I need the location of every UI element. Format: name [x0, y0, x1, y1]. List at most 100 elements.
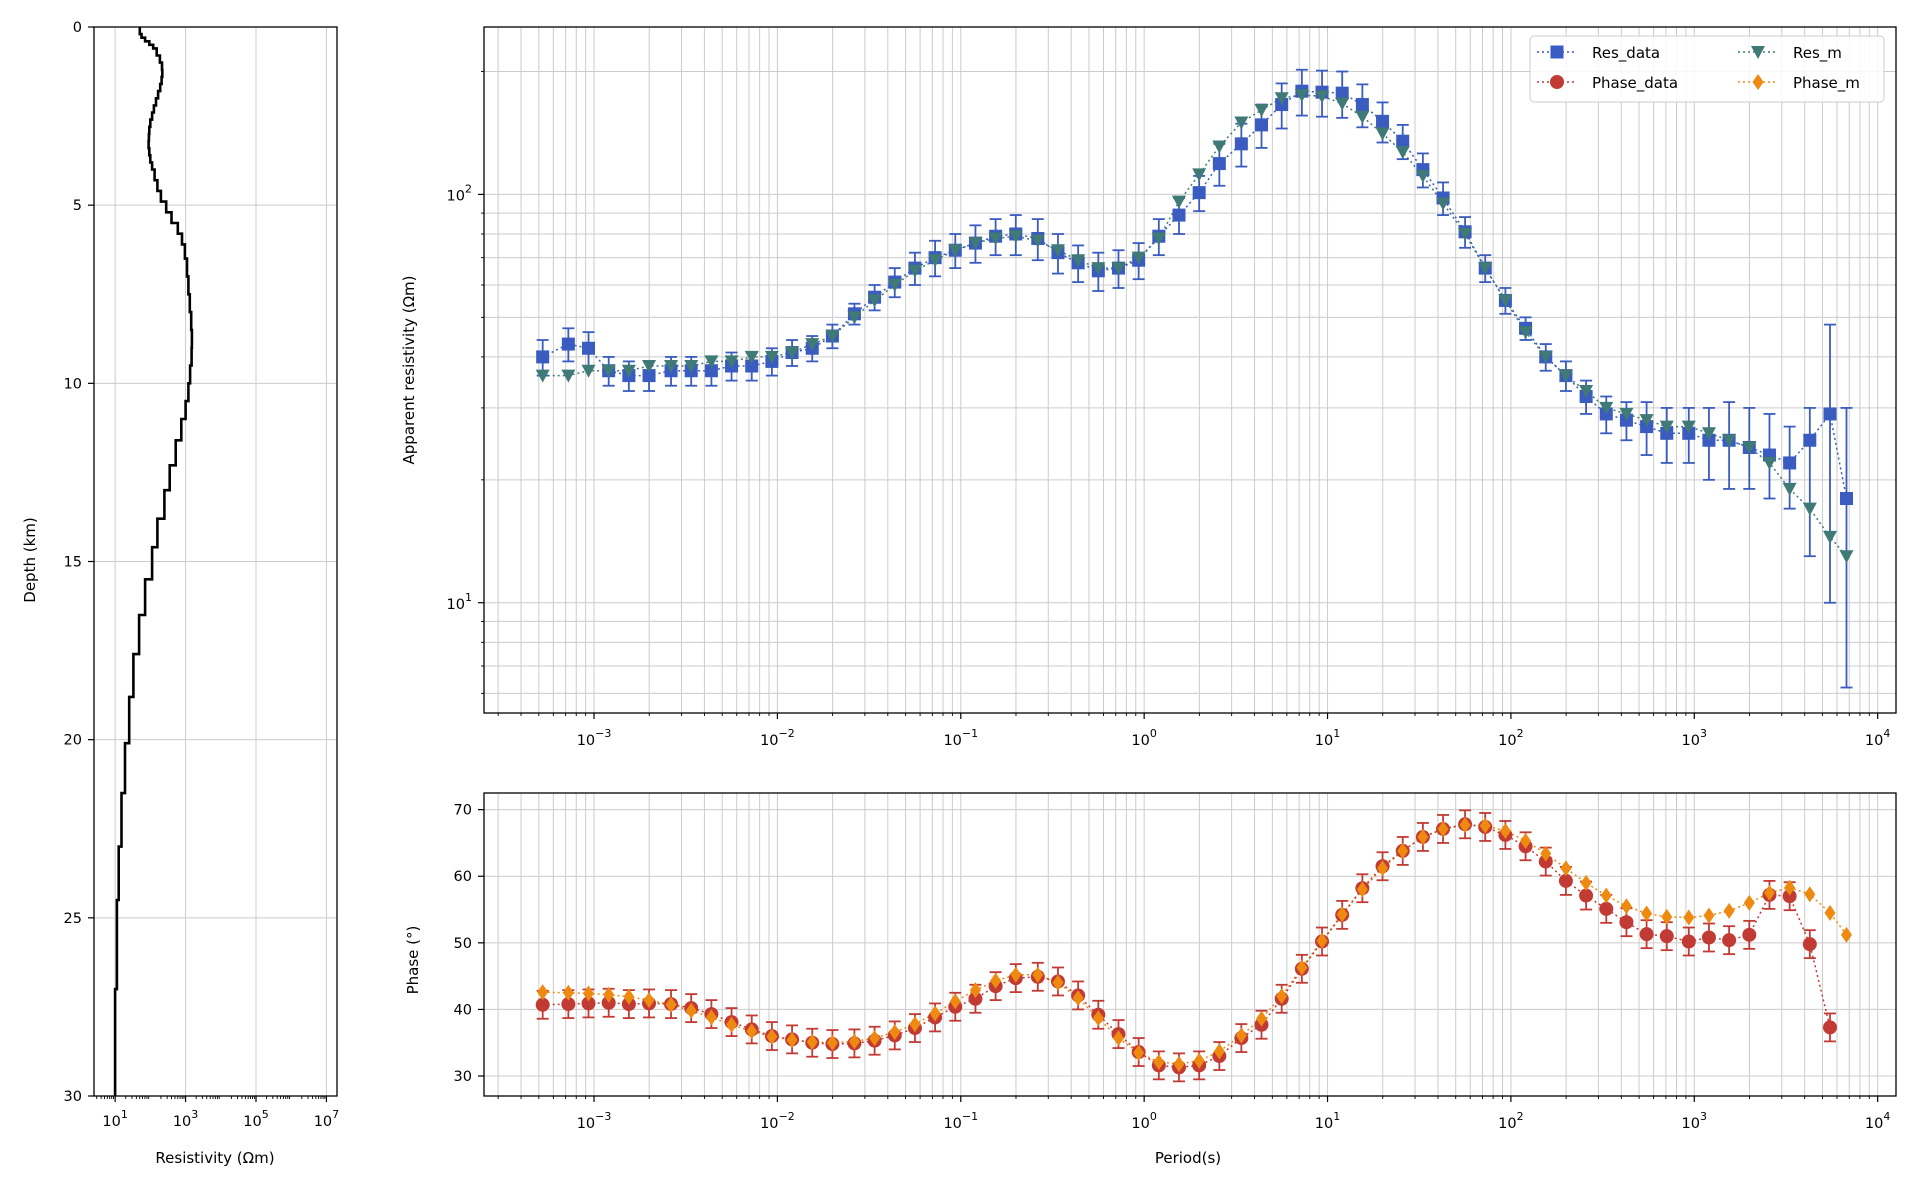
res-m-point: [1091, 262, 1106, 276]
phase-xtick-label: 103: [1682, 1110, 1707, 1132]
phase-ytick-label: 50: [454, 936, 472, 952]
phase-m-point: [1092, 1010, 1104, 1027]
depth-profile-ylabel: Depth (km): [21, 517, 39, 602]
phase-xtick-label: 102: [1498, 1110, 1523, 1132]
res-m-point: [785, 346, 800, 360]
res-m-point: [1762, 456, 1777, 470]
legend: Res_data Phase_data Res_m Phase_m: [1529, 35, 1885, 103]
phase-m-point: [1032, 966, 1044, 983]
phase-data-point: [1722, 933, 1737, 948]
res-m-point: [928, 254, 943, 268]
phase-data-point: [1639, 927, 1654, 942]
phase-ytick-label: 40: [454, 1002, 472, 1018]
res-m-point: [1436, 197, 1451, 211]
legend-box: [1529, 35, 1885, 103]
res-data-point: [1192, 186, 1206, 200]
phase-m-point: [1479, 817, 1491, 834]
res-m-point: [1839, 550, 1854, 564]
legend-label-res-data: Res_data: [1592, 44, 1660, 63]
depth-profile-ticks: 101 103 105 107 0 5 10 15 20 25 30: [64, 20, 340, 1130]
depth-ytick-label: 0: [73, 20, 82, 36]
phase-data-point: [1701, 930, 1716, 945]
res-m-point: [1234, 116, 1249, 130]
legend-marker-phase-data: [1537, 75, 1577, 89]
phase-ytick-label: 30: [454, 1069, 472, 1085]
phase-m-point: [643, 992, 655, 1009]
phase-m-point: [1336, 906, 1348, 923]
res-m-point: [1111, 262, 1126, 276]
depth-profile-xlabel: Resistivity (Ωm): [155, 1149, 274, 1167]
resistivity-depth-profile-line: [113, 27, 194, 1096]
phase-ylabel: Phase (°): [404, 926, 422, 995]
res-data-point: [1376, 114, 1390, 128]
phase-m-point: [562, 984, 574, 1001]
phase-data-point: [1782, 889, 1797, 904]
phase-data-point: [581, 996, 596, 1011]
resistivity-xtick-label: 101: [1315, 727, 1340, 749]
legend-entry-res-m: Res_m: [1738, 44, 1842, 63]
res-m-point: [1538, 350, 1553, 364]
phase-data-point: [1659, 929, 1674, 944]
phase-m-point: [1661, 908, 1673, 925]
legend-marker-phase-m: [1738, 74, 1778, 90]
res-m-point: [1315, 90, 1330, 104]
phase-m-point: [1804, 886, 1816, 903]
legend-marker-symbol: [1751, 46, 1765, 59]
res-data-point: [1234, 137, 1248, 151]
phase-m-point: [848, 1033, 860, 1050]
phase-m-point: [1072, 990, 1084, 1007]
depth-xtick-label: 101: [102, 1108, 127, 1130]
res-m-point: [581, 364, 596, 378]
depth-ytick-label: 25: [64, 911, 82, 927]
legend-marker-symbol: [1550, 75, 1564, 89]
phase-grid: [484, 793, 1896, 1096]
resistivity-xtick-label: 104: [1865, 727, 1890, 749]
res-m-point: [1192, 168, 1207, 182]
res-m-point: [704, 355, 719, 369]
phase-xtick-label: 10−1: [943, 1110, 978, 1132]
legend-marker-symbol: [1550, 45, 1564, 59]
res-m-point: [1659, 420, 1674, 434]
phase-frame: [483, 792, 1897, 1097]
resistivity-panel: 10−3 10−2 10−1 100 101 102 103 104 101 102 Appare…: [400, 26, 1897, 749]
res-data-point: [1355, 98, 1369, 112]
phase-m-point: [869, 1030, 881, 1047]
res-m-point: [1335, 97, 1350, 111]
phase-m-point: [1356, 881, 1368, 898]
res-m-point: [535, 369, 550, 383]
res-m-point: [968, 237, 983, 251]
res-m-point: [867, 294, 882, 308]
phase-data-point: [1742, 927, 1757, 942]
phase-m-point: [1173, 1056, 1185, 1073]
res-m-point: [1599, 401, 1614, 415]
res-m-point: [1212, 140, 1227, 154]
phase-m-point: [1824, 904, 1836, 921]
legend-entry-res-data: Res_data: [1537, 44, 1660, 63]
phase-m-point: [1683, 909, 1695, 926]
res-data-point: [1803, 433, 1817, 447]
res-m-point: [887, 279, 902, 293]
phase-m-point: [603, 986, 615, 1003]
res-m-point: [1802, 502, 1817, 516]
phase-data-point: [535, 997, 550, 1012]
phase-m-point: [1743, 894, 1755, 911]
depth-ytick-label: 30: [64, 1089, 82, 1105]
res-m-point: [1639, 414, 1654, 428]
res-data-point: [536, 350, 550, 364]
resistivity-ytick-label: 102: [447, 182, 472, 204]
phase-m-point: [1437, 820, 1449, 837]
resistivity-xtick-label: 10−2: [760, 727, 795, 749]
depth-ytick-label: 5: [73, 198, 82, 214]
res-data-point: [642, 369, 656, 383]
phase-m-point: [1112, 1030, 1124, 1047]
resistivity-xtick-label: 10−3: [577, 727, 612, 749]
phase-m-point: [889, 1024, 901, 1041]
phase-m-point: [1377, 860, 1389, 877]
phase-m-point: [949, 993, 961, 1010]
res-m-point: [621, 364, 636, 378]
res-m-point: [1458, 227, 1473, 241]
phase-m-point: [1580, 874, 1592, 891]
res-m-point: [1619, 407, 1634, 421]
phase-m-point: [1256, 1010, 1268, 1027]
